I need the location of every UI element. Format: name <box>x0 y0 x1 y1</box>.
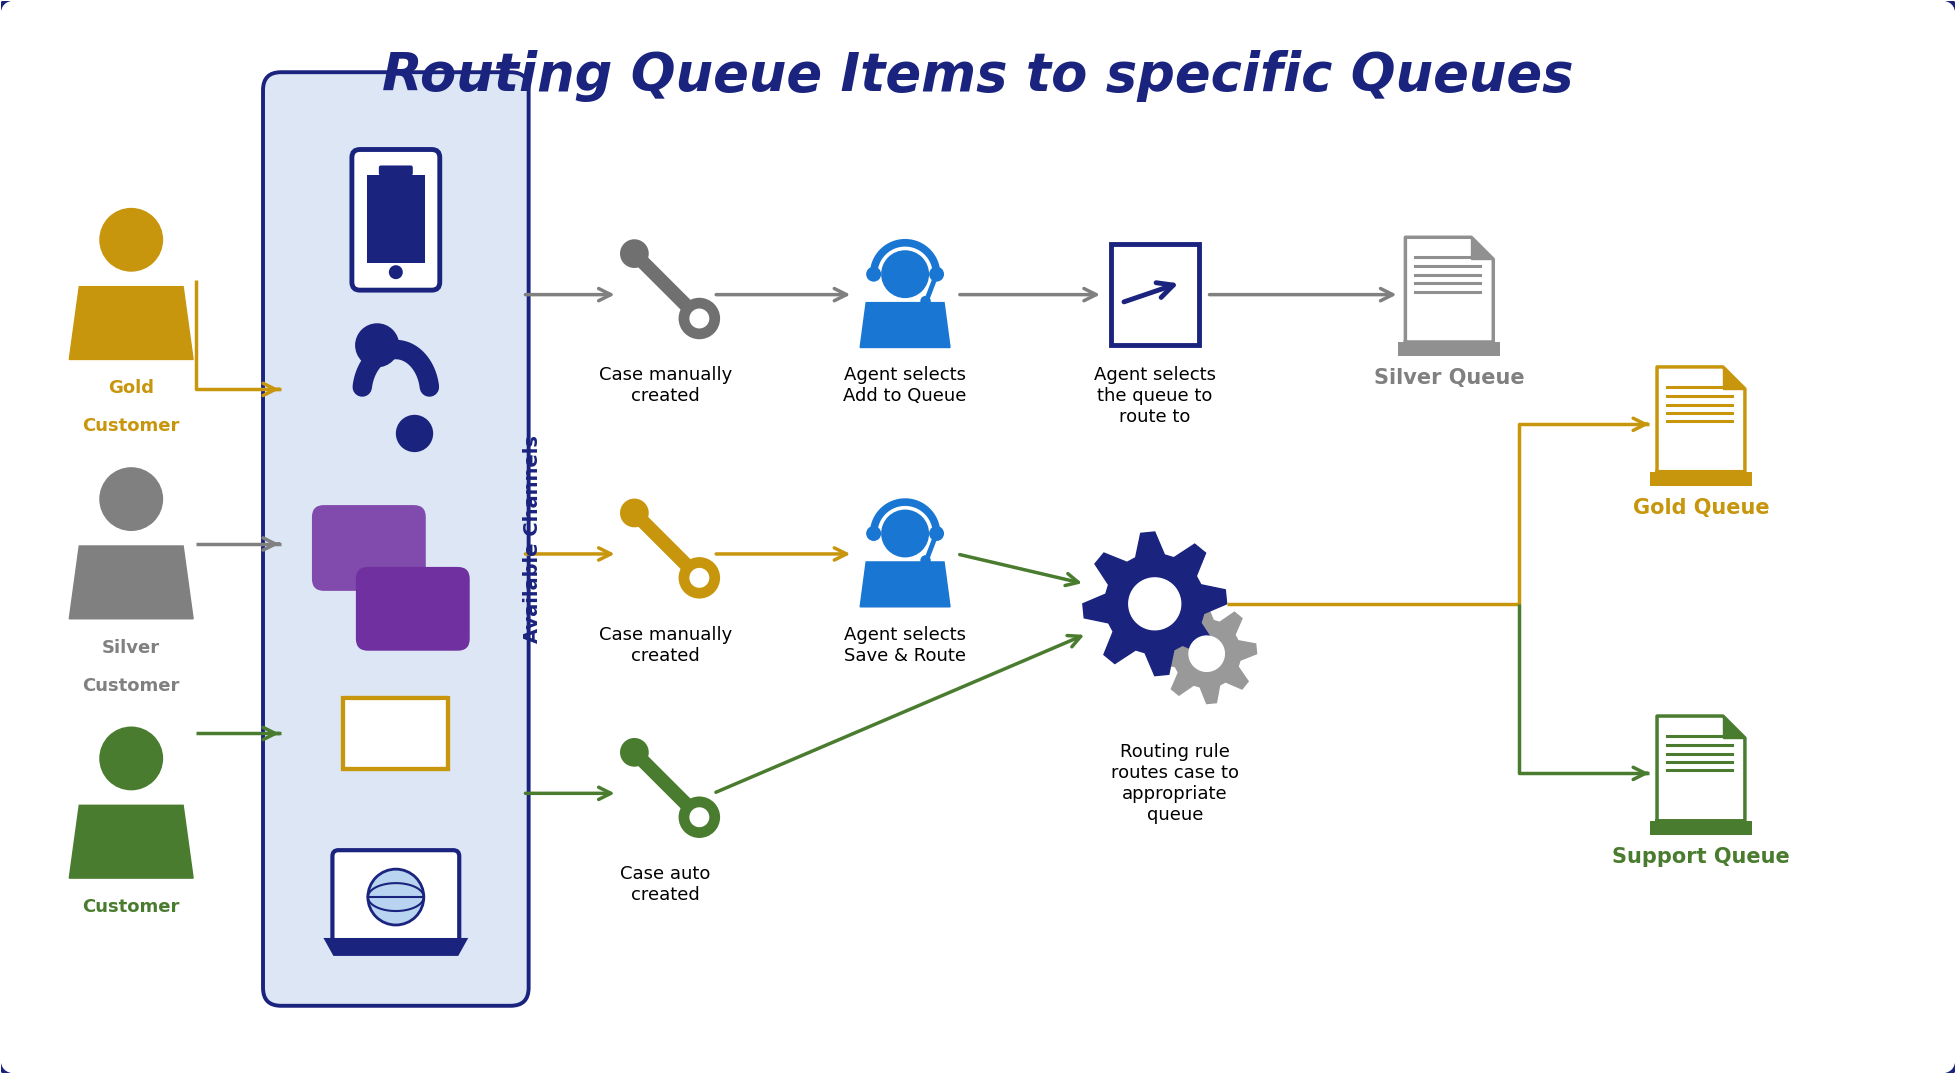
Polygon shape <box>1722 367 1744 389</box>
FancyBboxPatch shape <box>356 567 469 651</box>
Text: Available Channels: Available Channels <box>522 435 542 643</box>
Circle shape <box>395 415 432 452</box>
FancyBboxPatch shape <box>352 149 440 290</box>
Polygon shape <box>1722 716 1744 738</box>
Text: Case auto
created: Case auto created <box>620 866 710 904</box>
Text: Gold Queue: Gold Queue <box>1632 497 1769 518</box>
Circle shape <box>100 208 162 272</box>
Polygon shape <box>1656 367 1744 471</box>
Polygon shape <box>68 546 194 619</box>
Text: Customer: Customer <box>82 418 180 435</box>
Polygon shape <box>1189 636 1224 671</box>
FancyBboxPatch shape <box>1398 342 1499 355</box>
Polygon shape <box>1083 532 1226 676</box>
Circle shape <box>678 297 719 339</box>
Text: Customer: Customer <box>82 898 180 916</box>
FancyBboxPatch shape <box>332 851 459 944</box>
Circle shape <box>100 467 162 531</box>
Circle shape <box>866 526 880 541</box>
Circle shape <box>620 738 649 767</box>
FancyBboxPatch shape <box>262 72 528 1005</box>
Circle shape <box>921 555 931 566</box>
Polygon shape <box>1406 237 1492 342</box>
Text: Agent selects
Add to Queue: Agent selects Add to Queue <box>843 366 966 405</box>
Circle shape <box>356 323 399 367</box>
Text: Support Queue: Support Queue <box>1611 846 1789 867</box>
Polygon shape <box>68 287 194 360</box>
FancyBboxPatch shape <box>311 505 426 591</box>
Text: Case manually
created: Case manually created <box>598 626 731 665</box>
FancyBboxPatch shape <box>1110 244 1198 346</box>
Circle shape <box>929 526 944 541</box>
Circle shape <box>620 498 649 527</box>
Text: Agent selects
the queue to
route to: Agent selects the queue to route to <box>1093 366 1216 426</box>
FancyBboxPatch shape <box>1650 471 1752 485</box>
Polygon shape <box>1656 716 1744 821</box>
Circle shape <box>880 509 929 557</box>
Circle shape <box>620 240 649 268</box>
Polygon shape <box>860 562 950 607</box>
Circle shape <box>389 265 403 279</box>
Circle shape <box>678 557 719 598</box>
FancyBboxPatch shape <box>368 175 424 263</box>
Polygon shape <box>860 303 950 348</box>
Text: Silver Queue: Silver Queue <box>1372 368 1523 388</box>
Text: Agent selects
Save & Route: Agent selects Save & Route <box>845 626 966 665</box>
Circle shape <box>880 250 929 299</box>
Text: Case manually
created: Case manually created <box>598 366 731 405</box>
FancyBboxPatch shape <box>379 165 413 175</box>
Polygon shape <box>68 806 194 879</box>
Text: Routing rule
routes case to
appropriate
queue: Routing rule routes case to appropriate … <box>1110 743 1238 824</box>
Circle shape <box>688 808 710 827</box>
Polygon shape <box>323 938 467 956</box>
Polygon shape <box>1155 604 1255 703</box>
Circle shape <box>100 726 162 790</box>
FancyBboxPatch shape <box>344 698 448 769</box>
Text: Gold: Gold <box>108 379 154 397</box>
Circle shape <box>688 568 710 587</box>
Polygon shape <box>344 698 448 769</box>
Text: Silver: Silver <box>102 639 160 656</box>
Circle shape <box>688 308 710 329</box>
Circle shape <box>929 266 944 281</box>
Polygon shape <box>1128 578 1181 629</box>
Circle shape <box>678 797 719 838</box>
Text: Routing Queue Items to specific Queues: Routing Queue Items to specific Queues <box>381 50 1574 102</box>
Text: Customer: Customer <box>82 677 180 695</box>
FancyBboxPatch shape <box>1650 821 1752 834</box>
Polygon shape <box>1470 237 1492 259</box>
Circle shape <box>866 266 880 281</box>
Circle shape <box>368 869 424 925</box>
FancyBboxPatch shape <box>344 698 448 769</box>
Circle shape <box>921 295 931 306</box>
